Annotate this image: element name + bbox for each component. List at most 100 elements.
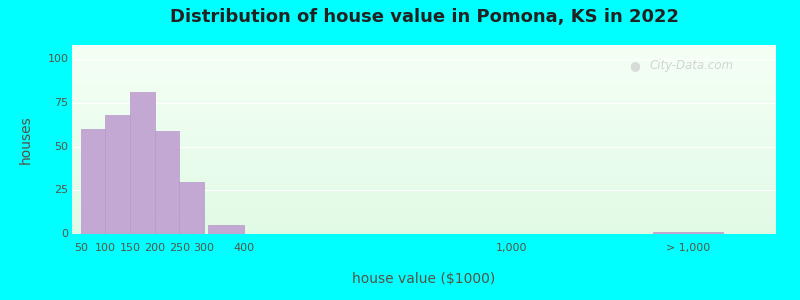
Text: ●: ●: [630, 59, 641, 72]
Bar: [72, 105, 776, 106]
Bar: [72, 64, 776, 65]
Text: 75: 75: [54, 98, 69, 108]
Bar: [72, 141, 776, 143]
Bar: [72, 176, 776, 177]
Bar: [72, 48, 776, 50]
Bar: [72, 84, 776, 86]
Bar: [72, 152, 776, 154]
Bar: [72, 45, 776, 46]
Bar: [72, 231, 776, 232]
Text: 1,000: 1,000: [496, 243, 528, 253]
Bar: [106, 115, 130, 234]
Bar: [72, 210, 776, 212]
Bar: [72, 199, 776, 201]
Bar: [72, 111, 776, 113]
Bar: [72, 151, 776, 152]
Bar: [72, 217, 776, 218]
Bar: [72, 180, 776, 182]
Bar: [72, 188, 776, 190]
Bar: [72, 198, 776, 200]
Bar: [72, 187, 776, 188]
Bar: [72, 165, 776, 166]
Bar: [72, 172, 776, 174]
Bar: [72, 195, 776, 196]
Bar: [72, 132, 776, 133]
Bar: [72, 138, 776, 140]
Text: 400: 400: [233, 243, 254, 253]
Bar: [72, 61, 776, 62]
Bar: [72, 193, 776, 195]
Bar: [72, 143, 776, 144]
Bar: [72, 157, 776, 158]
Bar: [72, 50, 776, 51]
Bar: [72, 214, 776, 215]
Bar: [72, 74, 776, 75]
Bar: [72, 161, 776, 163]
Bar: [72, 128, 776, 130]
Bar: [72, 154, 776, 155]
Bar: [72, 78, 776, 80]
Bar: [72, 202, 776, 204]
Bar: [72, 116, 776, 118]
Bar: [72, 102, 776, 103]
Bar: [72, 55, 776, 56]
Bar: [72, 163, 776, 165]
Bar: [72, 171, 776, 172]
Bar: [72, 223, 776, 224]
Bar: [72, 133, 776, 135]
Bar: [72, 166, 776, 168]
Text: 250: 250: [169, 243, 190, 253]
Bar: [72, 98, 776, 100]
Bar: [72, 179, 776, 181]
Bar: [72, 168, 776, 170]
Text: 0: 0: [62, 229, 69, 239]
Bar: [72, 119, 776, 121]
Bar: [72, 182, 776, 184]
Bar: [208, 225, 243, 234]
Bar: [72, 185, 776, 187]
Bar: [72, 209, 776, 210]
Bar: [154, 131, 179, 234]
Bar: [72, 80, 776, 81]
Bar: [72, 89, 776, 91]
Bar: [72, 190, 776, 191]
Bar: [72, 65, 776, 67]
Bar: [72, 218, 776, 220]
Bar: [72, 76, 776, 78]
Text: houses: houses: [19, 115, 34, 164]
Text: 200: 200: [144, 243, 166, 253]
Bar: [72, 229, 776, 231]
Bar: [72, 130, 776, 132]
Bar: [72, 207, 776, 209]
Bar: [72, 81, 776, 83]
Bar: [72, 135, 776, 136]
Bar: [72, 220, 776, 221]
Bar: [72, 53, 776, 55]
Bar: [72, 94, 776, 95]
Text: City-Data.com: City-Data.com: [650, 59, 734, 72]
Text: Distribution of house value in Pomona, KS in 2022: Distribution of house value in Pomona, K…: [170, 8, 678, 26]
Bar: [72, 224, 776, 226]
Bar: [72, 124, 776, 125]
Bar: [179, 182, 204, 234]
Bar: [72, 69, 776, 70]
Text: 100: 100: [47, 54, 69, 64]
Bar: [72, 215, 776, 217]
Bar: [653, 232, 723, 234]
Bar: [81, 129, 106, 234]
Bar: [72, 72, 776, 74]
Bar: [72, 59, 776, 61]
Bar: [72, 56, 776, 58]
Bar: [72, 201, 776, 202]
Bar: [72, 226, 776, 228]
Bar: [72, 147, 776, 149]
Bar: [72, 103, 776, 105]
Text: > 1,000: > 1,000: [666, 243, 710, 253]
Text: house value ($1000): house value ($1000): [352, 272, 496, 286]
Bar: [72, 51, 776, 53]
Bar: [72, 169, 776, 171]
Bar: [130, 92, 154, 234]
Text: 150: 150: [119, 243, 141, 253]
Bar: [72, 232, 776, 234]
Bar: [72, 212, 776, 214]
